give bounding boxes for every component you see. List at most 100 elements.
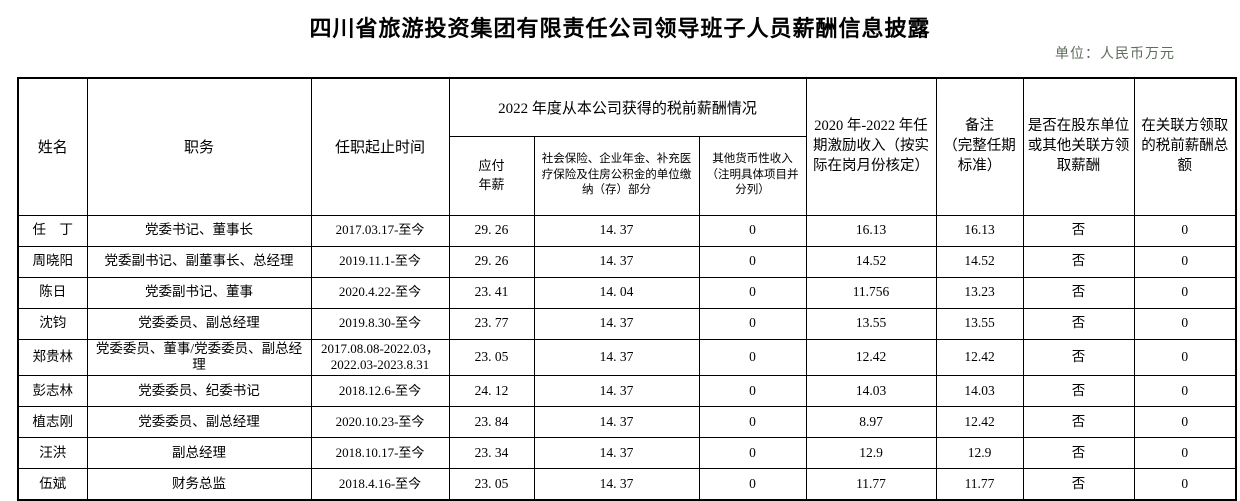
cell-insurance: 14. 37 — [533, 406, 700, 439]
cell-salary: 23. 34 — [448, 437, 535, 470]
cell-incentive: 11.756 — [805, 276, 937, 309]
cell-remark: 11.77 — [935, 468, 1024, 501]
cell-related-total: 0 — [1133, 375, 1237, 408]
cell-incentive: 13.55 — [805, 307, 937, 340]
table-body: 任 丁 党委书记、董事长 2017.03.17-至今 29. 26 14. 37… — [17, 214, 1237, 501]
cell-insurance: 14. 37 — [533, 468, 700, 501]
table-row: 郑贵林 党委委员、董事/党委委员、副总经理 2017.08.08-2022.03… — [17, 338, 1237, 377]
salary-disclosure-table: 姓名 职务 任职起止时间 2022 年度从本公司获得的税前薪酬情况 2020 年… — [17, 77, 1237, 501]
cell-term: 2017.03.17-至今 — [310, 214, 450, 247]
column-header-remark: 备注 （完整任期标准） — [935, 77, 1024, 216]
column-header-related-pay: 是否在股东单位或其他关联方领取薪酬 — [1022, 77, 1135, 216]
cell-salary: 29. 26 — [448, 214, 535, 247]
cell-related-pay: 否 — [1022, 437, 1135, 470]
cell-other-income: 0 — [698, 245, 807, 278]
unit-label: 单位：人民币万元 — [1055, 47, 1175, 62]
cell-salary: 24. 12 — [448, 375, 535, 408]
cell-position: 党委委员、纪委书记 — [86, 375, 312, 408]
column-header-name: 姓名 — [17, 77, 88, 216]
cell-incentive: 11.77 — [805, 468, 937, 501]
cell-related-total: 0 — [1133, 338, 1237, 377]
cell-name: 彭志林 — [17, 375, 88, 408]
cell-name: 植志刚 — [17, 406, 88, 439]
cell-remark: 14.03 — [935, 375, 1024, 408]
cell-remark: 12.42 — [935, 338, 1024, 377]
cell-other-income: 0 — [698, 214, 807, 247]
cell-related-pay: 否 — [1022, 214, 1135, 247]
cell-position: 党委副书记、董事 — [86, 276, 312, 309]
cell-position: 党委委员、副总经理 — [86, 307, 312, 340]
table-header: 姓名 职务 任职起止时间 2022 年度从本公司获得的税前薪酬情况 2020 年… — [17, 77, 1237, 216]
cell-name: 陈日 — [17, 276, 88, 309]
cell-insurance: 14. 37 — [533, 307, 700, 340]
cell-other-income: 0 — [698, 375, 807, 408]
column-header-position: 职务 — [86, 77, 312, 216]
cell-position: 党委书记、董事长 — [86, 214, 312, 247]
cell-related-pay: 否 — [1022, 276, 1135, 309]
cell-position: 副总经理 — [86, 437, 312, 470]
cell-other-income: 0 — [698, 468, 807, 501]
cell-name: 汪洪 — [17, 437, 88, 470]
cell-related-pay: 否 — [1022, 338, 1135, 377]
cell-name: 任 丁 — [17, 214, 88, 247]
cell-related-pay: 否 — [1022, 375, 1135, 408]
cell-salary: 23. 05 — [448, 338, 535, 377]
cell-other-income: 0 — [698, 307, 807, 340]
cell-term: 2017.08.08-2022.03，2022.03-2023.8.31 — [310, 338, 450, 377]
cell-related-pay: 否 — [1022, 468, 1135, 501]
table-row: 陈日 党委副书记、董事 2020.4.22-至今 23. 41 14. 04 0… — [17, 276, 1237, 309]
cell-other-income: 0 — [698, 437, 807, 470]
column-header-incentive: 2020 年-2022 年任期激励收入（按实际在岗月份核定） — [805, 77, 937, 216]
cell-term: 2018.10.17-至今 — [310, 437, 450, 470]
cell-salary: 29. 26 — [448, 245, 535, 278]
cell-related-total: 0 — [1133, 214, 1237, 247]
page-title: 四川省旅游投资集团有限责任公司领导班子人员薪酬信息披露 — [309, 16, 931, 41]
cell-insurance: 14. 37 — [533, 214, 700, 247]
cell-remark: 16.13 — [935, 214, 1024, 247]
column-header-salary-group: 2022 年度从本公司获得的税前薪酬情况 — [448, 77, 807, 137]
cell-related-total: 0 — [1133, 276, 1237, 309]
table-row: 沈钧 党委委员、副总经理 2019.8.30-至今 23. 77 14. 37 … — [17, 307, 1237, 340]
cell-other-income: 0 — [698, 338, 807, 377]
column-header-salary-payable: 应付 年薪 — [448, 135, 535, 216]
cell-related-total: 0 — [1133, 437, 1237, 470]
cell-name: 伍斌 — [17, 468, 88, 501]
cell-incentive: 14.52 — [805, 245, 937, 278]
cell-remark: 12.42 — [935, 406, 1024, 439]
cell-term: 2020.10.23-至今 — [310, 406, 450, 439]
table-row: 植志刚 党委委员、副总经理 2020.10.23-至今 23. 84 14. 3… — [17, 406, 1237, 439]
cell-remark: 14.52 — [935, 245, 1024, 278]
cell-insurance: 14. 37 — [533, 375, 700, 408]
cell-term: 2018.4.16-至今 — [310, 468, 450, 501]
cell-term: 2019.8.30-至今 — [310, 307, 450, 340]
cell-related-total: 0 — [1133, 406, 1237, 439]
cell-other-income: 0 — [698, 276, 807, 309]
cell-incentive: 14.03 — [805, 375, 937, 408]
cell-related-pay: 否 — [1022, 245, 1135, 278]
cell-incentive: 12.42 — [805, 338, 937, 377]
cell-name: 郑贵林 — [17, 338, 88, 377]
cell-incentive: 12.9 — [805, 437, 937, 470]
cell-related-pay: 否 — [1022, 307, 1135, 340]
table-row: 任 丁 党委书记、董事长 2017.03.17-至今 29. 26 14. 37… — [17, 214, 1237, 247]
table-row: 汪洪 副总经理 2018.10.17-至今 23. 34 14. 37 0 12… — [17, 437, 1237, 470]
column-header-salary-insurance: 社会保险、企业年金、补充医疗保险及住房公积金的单位缴纳（存）部分 — [533, 135, 700, 216]
cell-position: 财务总监 — [86, 468, 312, 501]
cell-salary: 23. 84 — [448, 406, 535, 439]
cell-related-total: 0 — [1133, 468, 1237, 501]
cell-position: 党委委员、董事/党委委员、副总经理 — [86, 338, 312, 377]
cell-related-total: 0 — [1133, 245, 1237, 278]
column-header-salary-other: 其他货币性收入（注明具体项目并分列） — [698, 135, 807, 216]
cell-term: 2018.12.6-至今 — [310, 375, 450, 408]
cell-salary: 23. 41 — [448, 276, 535, 309]
cell-position: 党委副书记、副董事长、总经理 — [86, 245, 312, 278]
cell-salary: 23. 05 — [448, 468, 535, 501]
cell-remark: 13.55 — [935, 307, 1024, 340]
cell-term: 2019.11.1-至今 — [310, 245, 450, 278]
cell-salary: 23. 77 — [448, 307, 535, 340]
cell-other-income: 0 — [698, 406, 807, 439]
cell-insurance: 14. 04 — [533, 276, 700, 309]
column-header-term: 任职起止时间 — [310, 77, 450, 216]
table-row: 周晓阳 党委副书记、副董事长、总经理 2019.11.1-至今 29. 26 1… — [17, 245, 1237, 278]
cell-insurance: 14. 37 — [533, 437, 700, 470]
